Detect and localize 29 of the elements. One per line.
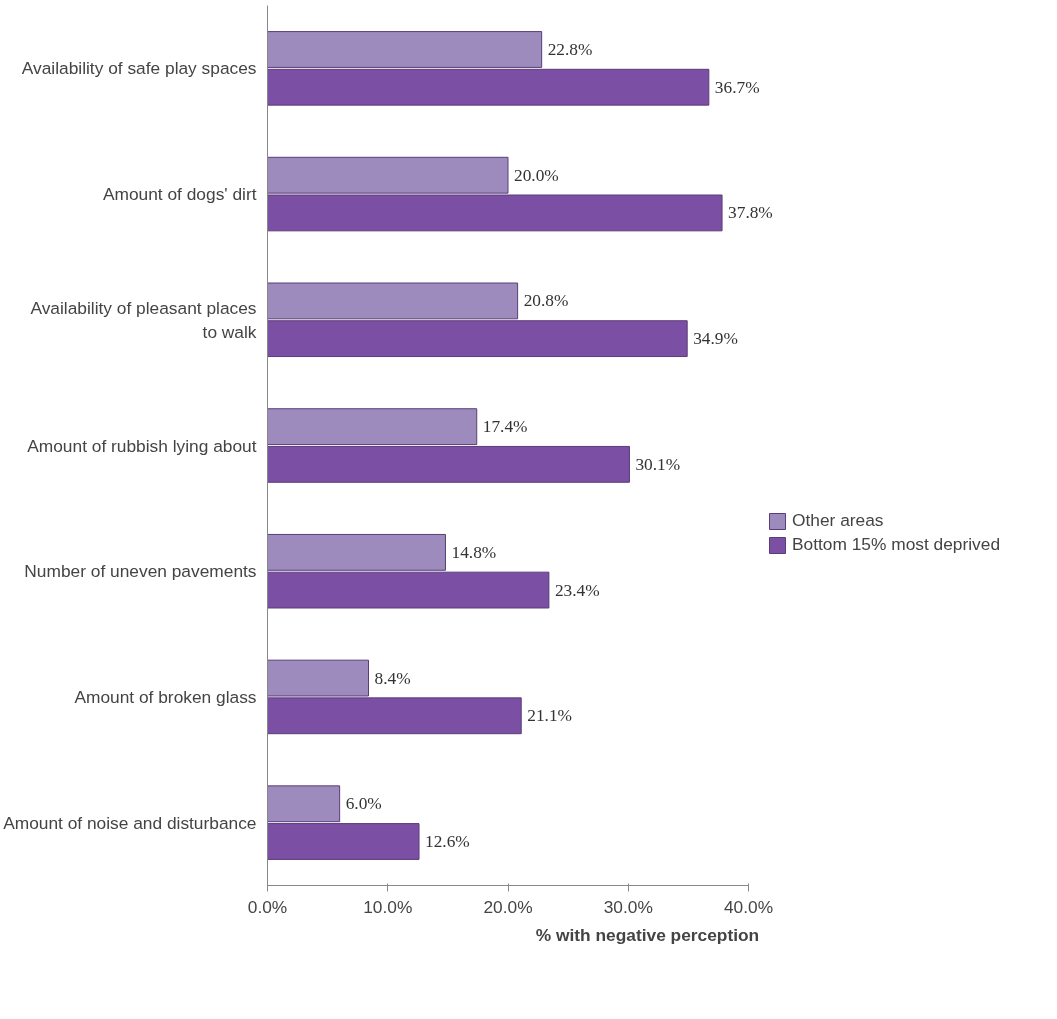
x-tick-label: 0.0% [247, 896, 288, 917]
legend-label: Other areas [792, 510, 884, 531]
y-tick-label: Availability of pleasant places to walk [30, 297, 257, 342]
data-label: 21.1% [527, 706, 572, 726]
x-tick-label: 10.0% [363, 896, 413, 917]
data-label: 20.8% [523, 291, 569, 311]
y-tick-label: Number of uneven pavements [24, 561, 257, 582]
y-tick-label: Amount of noise and disturbance [3, 812, 257, 833]
y-tick-label: Availability of safe play spaces [21, 58, 257, 79]
legend-label: Bottom 15% most deprived [792, 534, 1001, 555]
x-tick-label: 20.0% [483, 896, 533, 917]
x-tick-label: 30.0% [603, 896, 653, 917]
data-label: 36.7% [714, 77, 760, 97]
data-label: 37.8% [728, 203, 773, 223]
data-label: 22.8% [547, 40, 593, 59]
data-label: 6.0% [345, 794, 382, 814]
data-label: 23.4% [554, 580, 600, 600]
y-tick-label: Amount of dogs' dirt [102, 184, 257, 205]
data-label: 30.1% [635, 454, 681, 474]
y-tick-label: Amount of rubbish lying about [27, 435, 257, 456]
y-tick-label: Amount of broken glass [74, 686, 257, 707]
data-label: 20.0% [514, 165, 559, 185]
data-label: 17.4% [482, 417, 528, 437]
data-label: 34.9% [693, 329, 738, 349]
data-label: 14.8% [451, 542, 497, 562]
x-tick-label: 40.0% [723, 896, 774, 917]
data-label: 12.6% [425, 832, 470, 851]
data-label: 8.4% [374, 668, 411, 688]
x-axis-title: % with negative perception [535, 924, 760, 945]
